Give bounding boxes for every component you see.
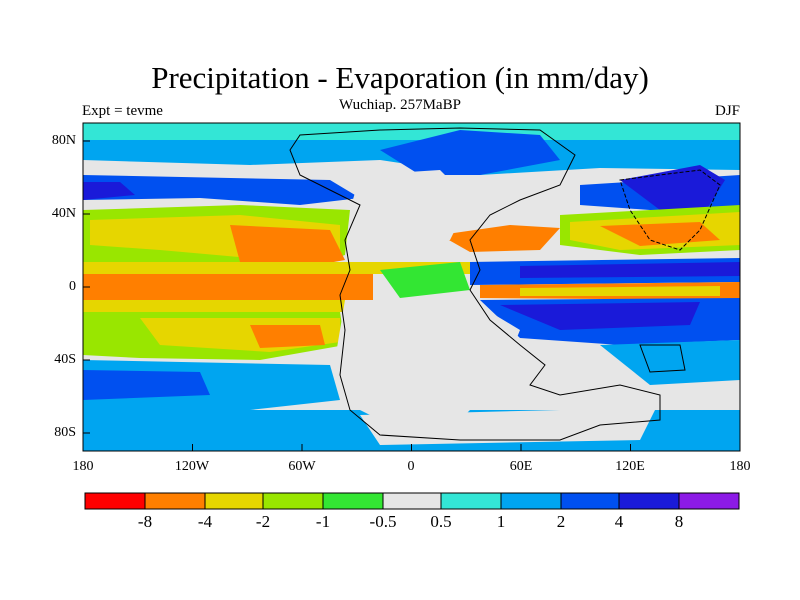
north-pacific-wet <box>83 175 360 205</box>
x-tick-label: 60E <box>509 459 533 474</box>
x-tick-label: 120W <box>174 459 210 474</box>
colorbar-label: 1 <box>496 512 506 531</box>
colorbar-box <box>262 492 324 510</box>
colorbar-label: 8 <box>674 512 684 531</box>
colorbar-label: -0.5 <box>369 512 397 531</box>
y-tick-label: 40N <box>51 206 76 221</box>
pangea-coastline <box>289 127 661 441</box>
east-asia-blocks-outline <box>619 169 721 251</box>
colorbar-label: -4 <box>197 512 213 531</box>
equatorial-pacific-dry <box>83 274 373 300</box>
colorbar-box <box>500 492 562 510</box>
pangea-coast-dry <box>440 225 560 252</box>
plot-title: Precipitation - Evaporation (in mm/day) <box>151 60 649 95</box>
pangea-south-interior <box>335 300 520 430</box>
colorbar-box <box>440 492 502 510</box>
x-tick-label: 180 <box>729 459 751 474</box>
south-storm-core <box>83 370 210 400</box>
y-tick-label: 80N <box>51 133 76 148</box>
pangea-equatorial-green <box>380 262 470 298</box>
south-pacific-core <box>250 325 325 348</box>
colorbar-box <box>84 492 146 510</box>
x-ticks <box>82 444 741 451</box>
pangea-north-wet <box>380 130 560 175</box>
colorbar-box <box>144 492 206 510</box>
equator-south-edge <box>83 300 383 312</box>
south-island-outline <box>639 344 686 373</box>
colorbar <box>84 492 740 510</box>
colorbar-label: -1 <box>315 512 331 531</box>
colorbar-box <box>560 492 620 510</box>
experiment-label: Expt = tevme <box>82 103 163 119</box>
y-tick-label: 80S <box>54 425 76 440</box>
pangea-north-interior <box>350 170 470 248</box>
colorbar-label: 0.5 <box>430 512 452 531</box>
y-tick-label: 40S <box>54 352 76 367</box>
colorbar-label: -2 <box>255 512 271 531</box>
x-tick-label: 60W <box>288 459 316 474</box>
north-subtropic-core <box>230 225 345 268</box>
east-asia-wet <box>620 165 725 220</box>
colorbar-box <box>618 492 680 510</box>
arctic-band <box>83 123 740 141</box>
colorbar-label: 2 <box>556 512 566 531</box>
x-tick-label: 120E <box>615 459 645 474</box>
colorbar-box <box>678 492 740 510</box>
tethys-south-dry-inner <box>520 286 720 296</box>
gondwana-polar <box>360 400 660 445</box>
colorbar-box <box>322 492 384 510</box>
x-tick-label: 0 <box>407 459 415 474</box>
y-tick-label: 0 <box>69 279 76 294</box>
colorbar-box <box>204 492 264 510</box>
south-tethys-core <box>500 302 700 330</box>
season-label: DJF <box>714 103 740 119</box>
north-pacific-core <box>83 182 135 200</box>
y-ticks <box>83 140 90 434</box>
south-pacific-east-wet <box>600 340 740 385</box>
map-field <box>83 123 740 451</box>
colorbar-label: -8 <box>137 512 153 531</box>
plot-subtitle: Wuchiap. 257MaBP <box>339 97 461 113</box>
colorbar-label: 4 <box>614 512 624 531</box>
colorbar-box <box>382 492 442 510</box>
tethys-equator-core <box>520 262 740 278</box>
x-tick-label: 180 <box>72 459 94 474</box>
